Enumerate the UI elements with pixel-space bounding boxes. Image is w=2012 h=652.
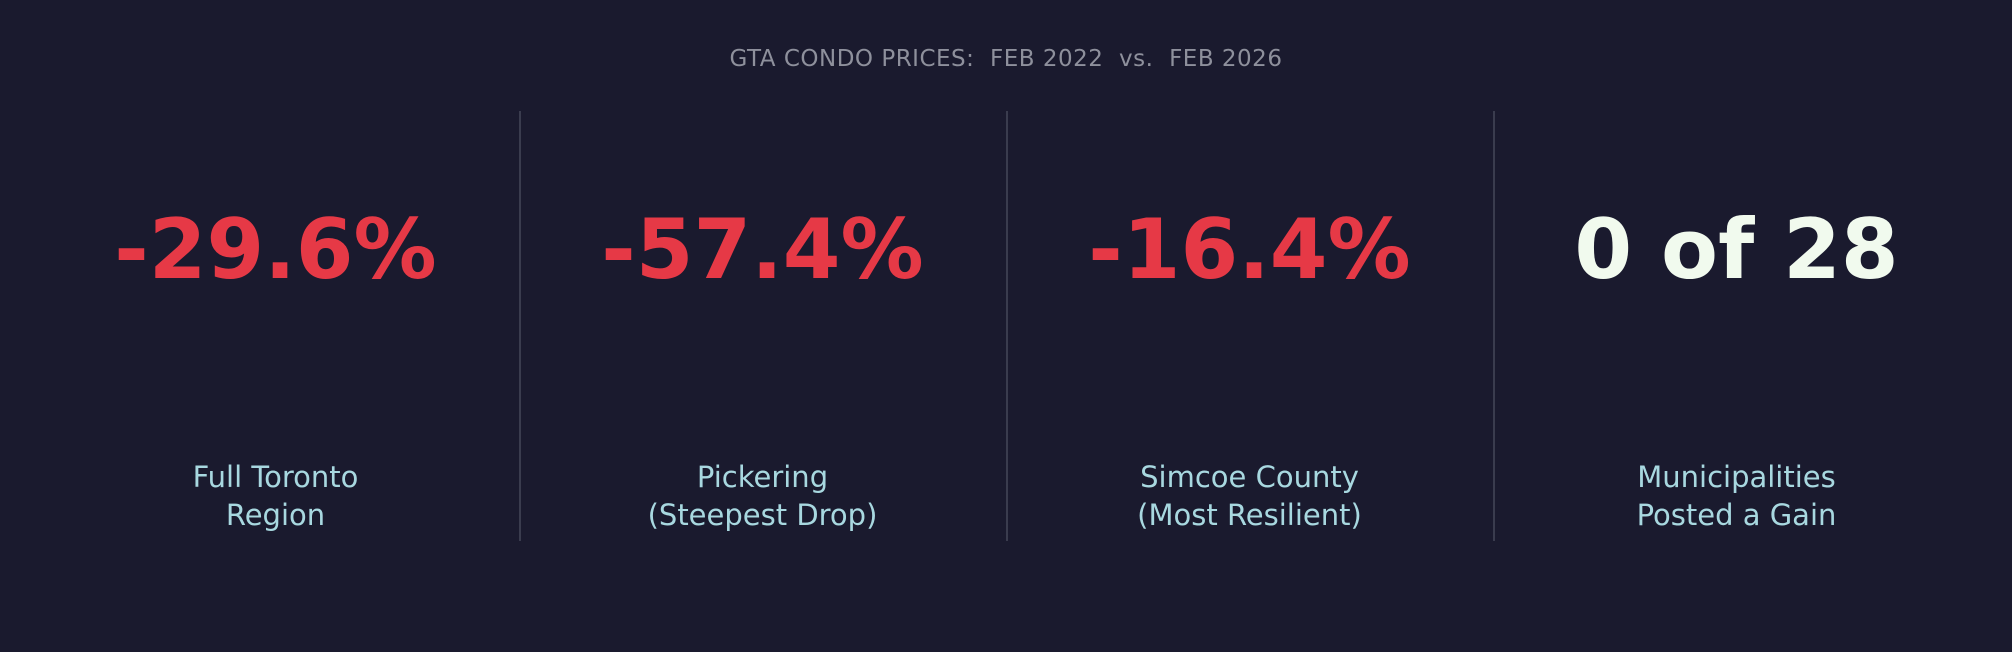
stat-label-line: Region xyxy=(225,498,326,532)
divider xyxy=(1493,111,1495,541)
stat-label-line: Posted a Gain xyxy=(1636,498,1837,532)
stat-pickering: -57.4% Pickering (Steepest Drop) xyxy=(519,0,1006,652)
stat-label: Full Toronto Region xyxy=(32,458,519,534)
stat-label: Pickering (Steepest Drop) xyxy=(519,458,1006,534)
stat-municipalities-gain: 0 of 28 Municipalities Posted a Gain xyxy=(1493,0,1980,652)
stat-label: Simcoe County (Most Resilient) xyxy=(1006,458,1493,534)
stat-full-toronto: -29.6% Full Toronto Region xyxy=(32,0,519,652)
divider xyxy=(519,111,521,541)
stat-simcoe-county: -16.4% Simcoe County (Most Resilient) xyxy=(1006,0,1493,652)
stat-value: 0 of 28 xyxy=(1574,201,1899,298)
stat-value: -29.6% xyxy=(114,201,437,298)
chart-title: GTA CONDO PRICES: FEB 2022 vs. FEB 2026 xyxy=(729,46,1283,72)
stat-label-line: (Steepest Drop) xyxy=(647,498,878,532)
divider xyxy=(1006,111,1008,541)
stat-label-line: (Most Resilient) xyxy=(1137,498,1362,532)
stat-label: Municipalities Posted a Gain xyxy=(1493,458,1980,534)
stat-label-line: Simcoe County xyxy=(1140,460,1359,494)
stat-label-line: Municipalities xyxy=(1637,460,1836,494)
stat-label-line: Pickering xyxy=(696,460,829,494)
stat-value: -16.4% xyxy=(1088,201,1411,298)
stat-value: -57.4% xyxy=(601,201,924,298)
stat-label-line: Full Toronto xyxy=(192,460,359,494)
